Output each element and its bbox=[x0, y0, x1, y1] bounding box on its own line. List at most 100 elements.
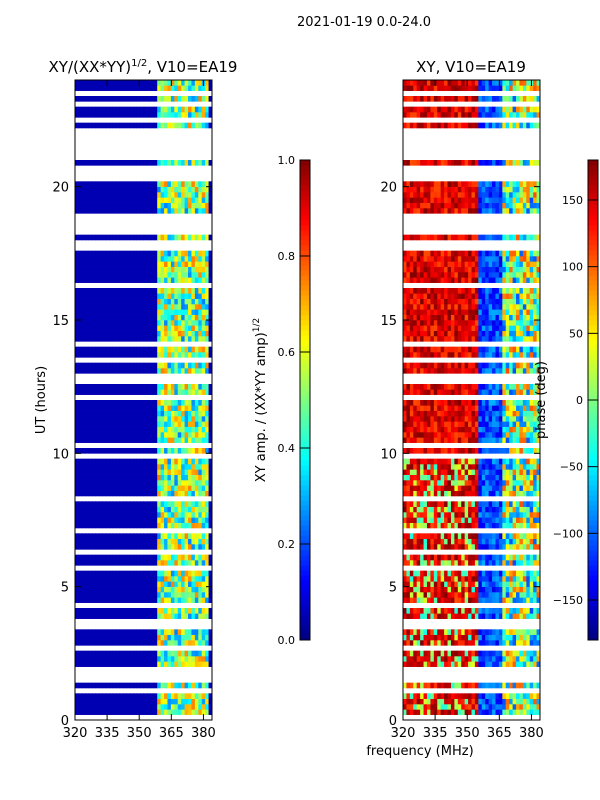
amp-cell bbox=[102, 592, 107, 598]
phase-cell bbox=[502, 538, 507, 545]
amp-cell bbox=[167, 314, 172, 321]
amp-cell bbox=[208, 272, 213, 278]
phase-cell bbox=[426, 581, 431, 587]
phase-cell bbox=[423, 597, 428, 603]
phase-cell bbox=[409, 586, 414, 593]
amp-cell bbox=[98, 693, 103, 699]
amp-cell bbox=[177, 538, 182, 545]
amp-cell bbox=[191, 661, 196, 667]
phase-cell bbox=[403, 421, 407, 427]
amp-cell bbox=[88, 309, 93, 315]
amp-cell bbox=[98, 202, 103, 209]
amp-cell bbox=[143, 437, 148, 443]
amp-cell bbox=[181, 336, 186, 342]
amp-cell bbox=[126, 421, 131, 427]
phase-cell bbox=[526, 597, 531, 603]
amp-cell bbox=[105, 480, 110, 486]
amp-cell bbox=[122, 208, 127, 214]
amp-cell bbox=[81, 325, 86, 331]
amp-cell bbox=[98, 554, 103, 561]
amp-cell bbox=[105, 581, 110, 587]
amp-cell bbox=[81, 330, 86, 337]
amp-cell bbox=[88, 277, 93, 283]
phase-cell bbox=[457, 458, 462, 465]
amp-cell bbox=[122, 608, 127, 614]
amp-cell bbox=[201, 261, 206, 267]
amp-cell bbox=[170, 426, 175, 433]
amp-cell bbox=[167, 704, 172, 710]
amp-cell bbox=[191, 208, 196, 214]
amp-cell bbox=[126, 160, 131, 166]
amp-cell bbox=[177, 554, 182, 561]
amp-cell bbox=[188, 325, 192, 331]
phase-cell bbox=[461, 512, 466, 518]
amp-cell bbox=[75, 298, 79, 305]
amp-cell bbox=[201, 346, 206, 353]
amp-cell bbox=[191, 682, 196, 689]
phase-cell bbox=[433, 576, 438, 582]
phase-cell bbox=[478, 512, 483, 518]
amp-cell bbox=[109, 597, 114, 603]
amp-cell bbox=[136, 288, 141, 294]
phase-cell bbox=[403, 570, 407, 577]
phase-cell bbox=[488, 522, 493, 529]
phase-cell bbox=[522, 576, 527, 582]
amp-cell bbox=[102, 80, 107, 86]
amp-cell bbox=[177, 501, 182, 507]
phase-cell bbox=[450, 570, 455, 577]
phase-cell bbox=[454, 613, 459, 619]
amp-cell bbox=[140, 464, 144, 470]
phase-cell bbox=[505, 592, 510, 598]
amp-cell bbox=[109, 186, 114, 193]
phase-cell bbox=[444, 490, 449, 497]
phase-cell bbox=[498, 709, 503, 715]
phase-cell bbox=[440, 506, 445, 513]
phase-cell bbox=[488, 640, 493, 646]
amp-cell bbox=[81, 581, 86, 587]
amp-cell bbox=[81, 629, 86, 635]
phase-cell bbox=[440, 458, 445, 465]
phase-cell bbox=[450, 634, 455, 641]
amp-cell bbox=[184, 474, 189, 481]
amp-cell bbox=[105, 202, 110, 209]
phase-cell bbox=[406, 592, 411, 598]
amp-cell bbox=[95, 304, 100, 310]
amp-cell bbox=[164, 421, 168, 427]
amp-cell bbox=[78, 405, 83, 411]
amp-cell bbox=[146, 650, 151, 657]
amp-cell bbox=[191, 709, 196, 715]
amp-cell bbox=[188, 266, 192, 273]
phase-cell bbox=[498, 698, 503, 705]
amp-cell bbox=[160, 160, 165, 166]
amp-cell bbox=[160, 272, 165, 278]
phase-cell bbox=[529, 421, 534, 427]
phase-cell bbox=[426, 432, 431, 438]
phase-cell bbox=[413, 629, 418, 635]
amp-cell bbox=[102, 106, 107, 113]
amp-cell bbox=[126, 96, 131, 102]
amp-cell bbox=[92, 122, 97, 129]
phase-cell bbox=[444, 501, 449, 507]
phase-cell bbox=[492, 458, 496, 465]
amp-cell bbox=[78, 517, 83, 523]
amp-cell bbox=[191, 234, 196, 241]
amp-cell bbox=[88, 640, 93, 646]
amp-cell bbox=[153, 202, 158, 209]
amp-cell bbox=[88, 186, 93, 193]
phase-cell bbox=[413, 554, 418, 561]
amp-cell bbox=[129, 432, 134, 438]
amp-cell bbox=[184, 266, 189, 273]
amp-cell bbox=[105, 608, 110, 614]
amp-cell bbox=[174, 464, 179, 470]
amp-cell bbox=[160, 554, 165, 561]
phase-cell bbox=[516, 560, 520, 566]
phase-cell bbox=[440, 661, 445, 667]
phase-cell bbox=[430, 650, 435, 657]
phase-cell bbox=[457, 410, 462, 417]
phase-cell bbox=[488, 490, 493, 497]
phase-cell bbox=[519, 469, 524, 475]
phase-cell bbox=[420, 506, 425, 513]
amp-cell bbox=[102, 586, 107, 593]
phase-cell bbox=[468, 533, 472, 539]
phase-cell bbox=[420, 416, 425, 422]
